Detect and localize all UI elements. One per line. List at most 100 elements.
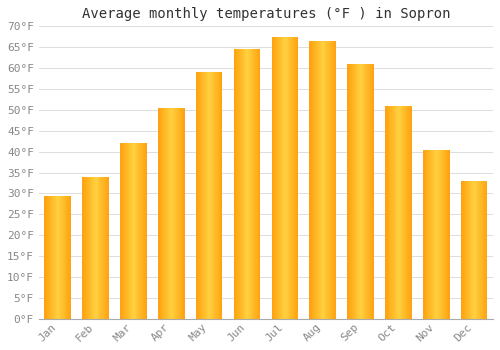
Bar [431, 149, 432, 319]
Bar [254, 49, 255, 319]
Bar [92, 177, 93, 319]
Bar [385, 106, 386, 319]
Bar [363, 64, 364, 319]
Bar [461, 181, 462, 319]
Bar [182, 108, 183, 319]
Bar [278, 37, 279, 319]
Bar [352, 64, 353, 319]
Bar [213, 72, 214, 319]
Bar [120, 143, 122, 319]
Bar [177, 108, 178, 319]
Bar [255, 49, 256, 319]
Bar [159, 108, 160, 319]
Bar [407, 106, 408, 319]
Bar [425, 149, 426, 319]
Bar [200, 72, 201, 319]
Bar [47, 196, 48, 319]
Bar [392, 106, 393, 319]
Bar [206, 72, 207, 319]
Bar [387, 106, 388, 319]
Bar [321, 41, 322, 319]
Bar [280, 37, 281, 319]
Bar [292, 37, 293, 319]
Bar [242, 49, 243, 319]
Title: Average monthly temperatures (°F ) in Sopron: Average monthly temperatures (°F ) in So… [82, 7, 450, 21]
Bar [353, 64, 354, 319]
Bar [180, 108, 181, 319]
Bar [105, 177, 106, 319]
Bar [464, 181, 465, 319]
Bar [174, 108, 175, 319]
Bar [246, 49, 247, 319]
Bar [474, 181, 475, 319]
Bar [173, 108, 174, 319]
Bar [219, 72, 220, 319]
Bar [250, 49, 251, 319]
Bar [400, 106, 401, 319]
Bar [141, 143, 142, 319]
Bar [259, 49, 260, 319]
Bar [86, 177, 87, 319]
Bar [197, 72, 198, 319]
Bar [479, 181, 480, 319]
Bar [240, 49, 241, 319]
Bar [357, 64, 358, 319]
Bar [358, 64, 359, 319]
Bar [354, 64, 356, 319]
Bar [435, 149, 436, 319]
Bar [99, 177, 100, 319]
Bar [273, 37, 274, 319]
Bar [247, 49, 248, 319]
Bar [143, 143, 144, 319]
Bar [170, 108, 171, 319]
Bar [58, 196, 59, 319]
Bar [449, 149, 450, 319]
Bar [477, 181, 478, 319]
Bar [66, 196, 68, 319]
Bar [91, 177, 92, 319]
Bar [401, 106, 402, 319]
Bar [487, 181, 488, 319]
Bar [487, 181, 488, 319]
Bar [461, 181, 462, 319]
Bar [100, 177, 101, 319]
Bar [96, 177, 97, 319]
Bar [181, 108, 182, 319]
Bar [434, 149, 435, 319]
Bar [234, 49, 235, 319]
Bar [330, 41, 331, 319]
Bar [364, 64, 365, 319]
Bar [257, 49, 258, 319]
Bar [297, 37, 298, 319]
Bar [167, 108, 168, 319]
Bar [214, 72, 215, 319]
Bar [445, 149, 446, 319]
Bar [169, 108, 170, 319]
Bar [63, 196, 64, 319]
Bar [386, 106, 387, 319]
Bar [466, 181, 467, 319]
Bar [158, 108, 159, 319]
Bar [165, 108, 166, 319]
Bar [471, 181, 472, 319]
Bar [210, 72, 212, 319]
Bar [402, 106, 403, 319]
Bar [293, 37, 294, 319]
Bar [104, 177, 105, 319]
Bar [51, 196, 52, 319]
Bar [444, 149, 445, 319]
Bar [258, 49, 259, 319]
Bar [276, 37, 277, 319]
Bar [178, 108, 179, 319]
Bar [438, 149, 439, 319]
Bar [55, 196, 56, 319]
Bar [327, 41, 328, 319]
Bar [396, 106, 397, 319]
Bar [108, 177, 109, 319]
Bar [395, 106, 396, 319]
Bar [486, 181, 487, 319]
Bar [168, 108, 169, 319]
Bar [285, 37, 286, 319]
Bar [391, 106, 392, 319]
Bar [397, 106, 398, 319]
